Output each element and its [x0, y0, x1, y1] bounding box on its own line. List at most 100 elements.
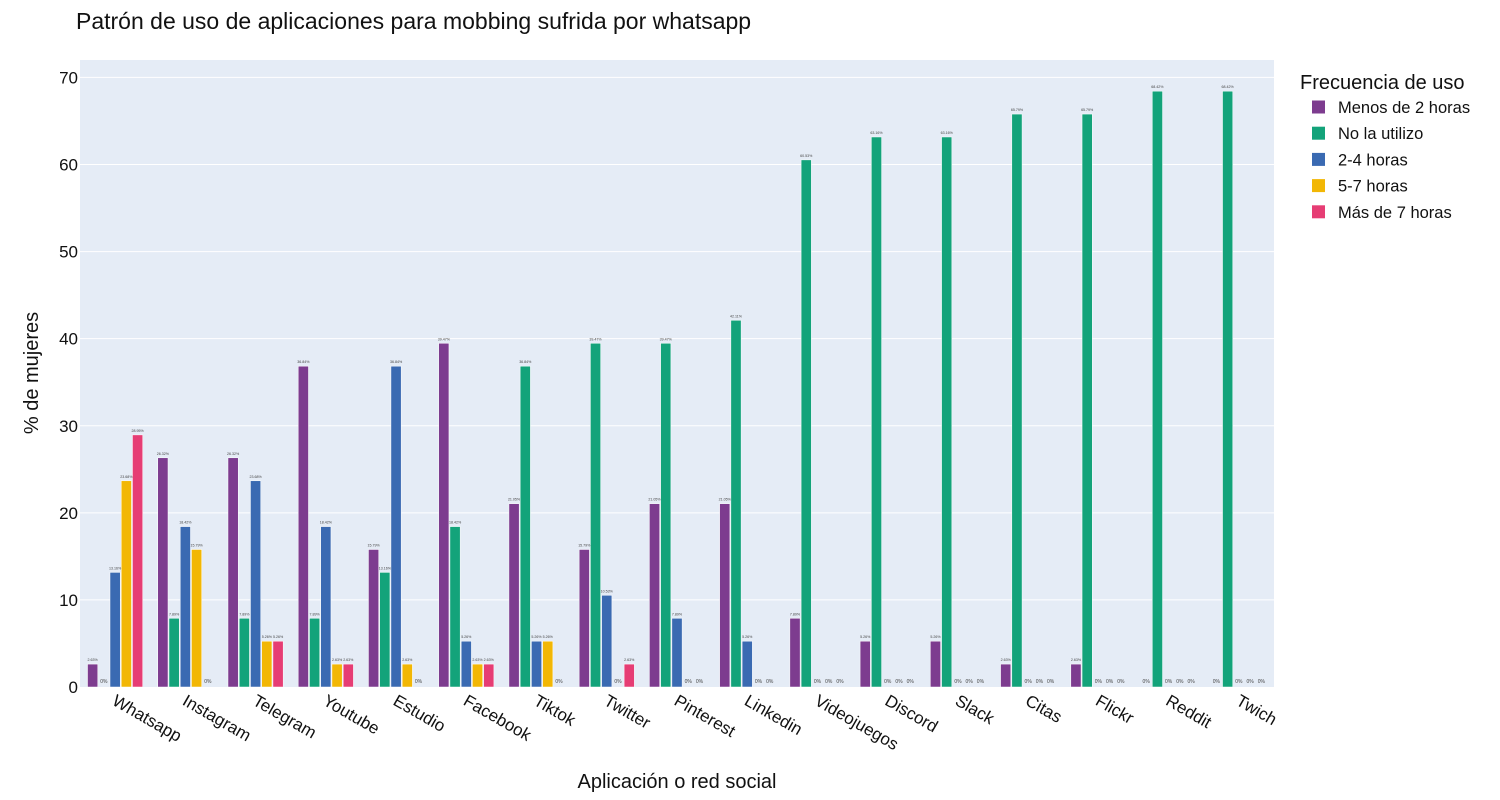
bar	[238, 618, 250, 688]
bar-value-label: 5.26%	[860, 635, 871, 639]
legend-swatch	[1312, 100, 1325, 114]
bar-value-label: 68.42%	[1151, 85, 1164, 89]
bar-value-label: 7.89%	[309, 612, 320, 616]
bar	[542, 640, 554, 688]
bar-value-label: 0%	[1165, 679, 1173, 685]
x-tick-label: Flickr	[1092, 691, 1137, 728]
bar-value-label: 2.63%	[88, 658, 99, 662]
bar-value-label: 10.53%	[601, 589, 614, 593]
bar-value-label: 5.26%	[262, 635, 273, 639]
bar-value-label: 5.26%	[461, 635, 472, 639]
bar	[87, 663, 99, 688]
bar-value-label: 0%	[1117, 679, 1125, 685]
y-tick-label: 40	[59, 330, 78, 349]
bar-value-label: 26.32%	[227, 452, 240, 456]
bar-value-label: 2.63%	[402, 658, 413, 662]
bar	[578, 549, 590, 688]
bar-value-label: 15.79%	[578, 543, 591, 547]
x-tick-label: Pinterest	[671, 691, 739, 741]
bar	[132, 434, 143, 688]
y-tick-label: 70	[59, 68, 78, 87]
bar-value-label: 0%	[204, 679, 212, 685]
bar-value-label: 0%	[1258, 679, 1266, 685]
bar-value-label: 18.42%	[320, 521, 333, 525]
bar-value-label: 0%	[685, 679, 693, 685]
bar-value-label: 0%	[977, 679, 985, 685]
bar	[859, 640, 871, 688]
bar-value-label: 60.53%	[800, 154, 813, 158]
bar-value-label: 18.42%	[449, 521, 462, 525]
bar	[438, 343, 450, 688]
x-tick-label: Linkedin	[741, 691, 805, 739]
bar-value-label: 2.63%	[332, 658, 343, 662]
legend-label: Menos de 2 horas	[1338, 99, 1470, 117]
bar	[508, 503, 520, 688]
bar-value-label: 13.16%	[109, 566, 122, 570]
legend-label: Más de 7 horas	[1338, 204, 1452, 222]
bar-value-label: 39.47%	[438, 337, 451, 341]
bar-value-label: 0%	[895, 679, 903, 685]
bar-value-label: 0%	[1176, 679, 1184, 685]
bar-value-label: 18.42%	[179, 521, 192, 525]
bar-value-label: 0%	[1213, 679, 1221, 685]
bar	[930, 640, 941, 688]
bar	[649, 503, 660, 688]
bar	[483, 663, 495, 688]
bar-value-label: 0%	[1143, 679, 1151, 685]
bar	[191, 549, 202, 688]
bar-value-label: 0%	[966, 679, 974, 685]
bar-value-label: 21.05%	[508, 498, 521, 502]
y-tick-label: 10	[59, 591, 78, 610]
bar-value-label: 36.84%	[390, 360, 403, 364]
bar	[379, 572, 391, 688]
bar-value-label: 63.16%	[870, 131, 883, 135]
x-tick-label: Estudio	[390, 691, 449, 736]
bar	[590, 343, 601, 688]
bar-value-label: 28.95%	[131, 429, 144, 433]
bar	[390, 365, 402, 688]
bar-value-label: 0%	[614, 679, 622, 685]
legend-swatch	[1312, 205, 1325, 219]
bar	[730, 320, 742, 688]
bar-value-label: 2.63%	[1071, 658, 1082, 662]
bar	[519, 365, 531, 688]
legend-swatch	[1312, 126, 1325, 140]
legend-label: No la utilizo	[1338, 125, 1423, 143]
x-tick-label: Reddit	[1163, 691, 1215, 732]
bar-value-label: 7.89%	[239, 612, 250, 616]
bar-value-label: 0%	[814, 679, 822, 685]
bar	[297, 365, 309, 688]
bar-value-label: 7.89%	[169, 612, 180, 616]
legend-title: Frecuencia de uso	[1300, 72, 1465, 94]
bar	[660, 343, 672, 688]
bar-value-label: 13.16%	[379, 566, 392, 570]
bar	[623, 663, 635, 688]
bar-value-label: 2.63%	[343, 658, 354, 662]
x-tick-label: Youtube	[320, 691, 383, 738]
bar	[460, 640, 472, 688]
bar	[1152, 90, 1163, 688]
legend-swatch	[1312, 152, 1325, 166]
bar-value-label: 39.47%	[660, 337, 673, 341]
x-tick-label: Twich	[1233, 691, 1280, 729]
legend-label: 2-4 horas	[1338, 151, 1408, 169]
bar-value-label: 15.79%	[190, 543, 203, 547]
x-tick-label: Discord	[882, 691, 941, 736]
bar-value-label: 23.68%	[120, 475, 133, 479]
bar	[120, 480, 132, 688]
bar-value-label: 0%	[825, 679, 833, 685]
bar-value-label: 39.47%	[589, 337, 602, 341]
bar-value-label: 0%	[1095, 679, 1103, 685]
x-tick-label: Telegram	[250, 691, 320, 742]
bar	[401, 663, 413, 688]
bar-value-label: 26.32%	[157, 452, 170, 456]
y-tick-label: 60	[59, 156, 78, 175]
bar-value-label: 0%	[555, 679, 563, 685]
x-tick-label: Whatsapp	[109, 691, 185, 746]
bar	[941, 136, 953, 688]
x-axis-title: Aplicación o red social	[578, 771, 777, 793]
bar-value-label: 23.68%	[249, 475, 262, 479]
bar-value-label: 5.26%	[930, 635, 941, 639]
